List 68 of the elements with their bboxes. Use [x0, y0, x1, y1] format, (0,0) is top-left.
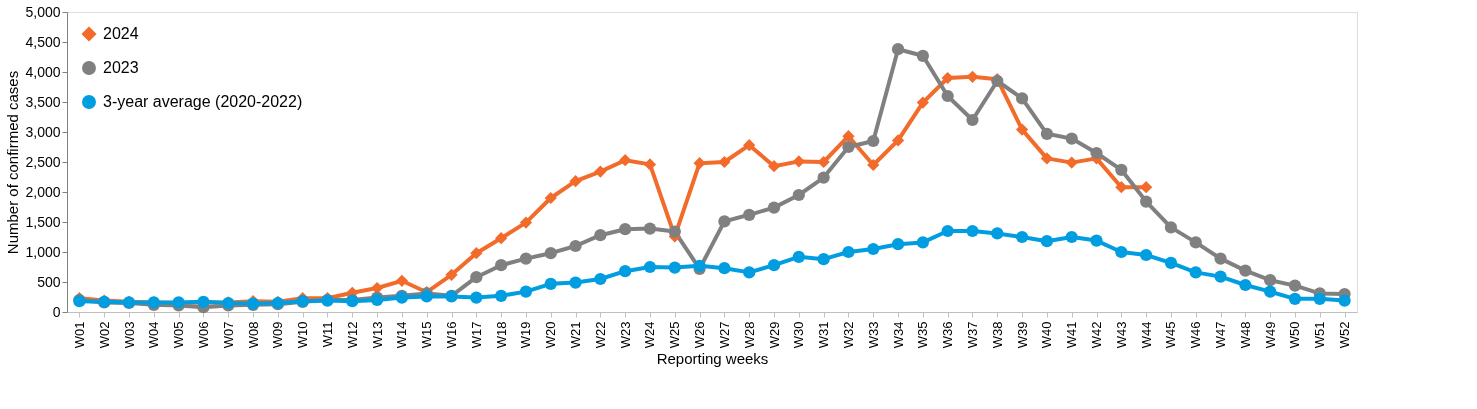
y-tick-label: 4,500 [25, 33, 61, 50]
x-tick-label: W12 [344, 321, 360, 349]
x-tick-label: W13 [369, 321, 385, 349]
legend-label: 3-year average (2020-2022) [103, 93, 303, 110]
x-tick-label: W18 [493, 321, 509, 349]
x-tick-label: W49 [1262, 321, 1278, 349]
y-tick-label: 1,000 [25, 243, 61, 260]
x-tick-label: W06 [195, 321, 211, 349]
x-tick-label: W01 [71, 321, 87, 349]
x-tick-label: W17 [468, 321, 484, 349]
x-tick-label: W22 [592, 321, 608, 349]
x-tick-label: W02 [96, 321, 112, 349]
x-tick-label: W43 [1113, 321, 1129, 349]
x-tick-label: W21 [568, 321, 584, 349]
x-tick-label: W23 [617, 321, 633, 349]
x-tick-label: W31 [816, 321, 832, 349]
y-tick-label: 500 [37, 273, 61, 290]
x-tick-label: W36 [940, 321, 956, 349]
y-tick-label: 2,500 [25, 153, 61, 170]
x-tick-label: W45 [1163, 321, 1179, 349]
x-tick-label: W40 [1039, 321, 1055, 349]
x-tick-label: W16 [444, 321, 460, 349]
y-tick-label: 3,000 [25, 123, 61, 140]
x-tick-label: W44 [1138, 321, 1154, 349]
x-tick-label: W42 [1089, 321, 1105, 349]
x-tick-label: W51 [1312, 321, 1328, 349]
x-axis-title: Reporting weeks [656, 350, 769, 368]
x-tick-label: W24 [642, 321, 658, 349]
x-tick-label: W20 [543, 321, 559, 349]
x-tick-label: W10 [295, 321, 311, 349]
x-tick-label: W14 [394, 321, 410, 349]
x-tick-label: W27 [716, 321, 732, 349]
x-tick-label: W05 [171, 321, 187, 349]
x-tick-label: W52 [1337, 321, 1353, 349]
x-tick-label: W35 [915, 321, 931, 349]
y-axis-title: Number of confirmed cases [4, 70, 22, 255]
x-tick-label: W30 [791, 321, 807, 349]
x-tick-label: W28 [741, 321, 757, 349]
x-tick-label: W08 [245, 321, 261, 349]
y-tick-label: 5,000 [25, 3, 61, 20]
x-tick-label: W47 [1213, 321, 1229, 349]
x-tick-label: W11 [319, 321, 335, 348]
x-tick-label: W33 [865, 321, 881, 349]
x-tick-label: W03 [121, 321, 137, 349]
x-tick-label: W46 [1188, 321, 1204, 349]
x-tick-label: W07 [220, 321, 236, 349]
x-tick-label: W48 [1237, 321, 1253, 349]
legend-label: 2024 [103, 25, 139, 42]
y-tick-label: 4,000 [25, 63, 61, 80]
y-tick-label: 1,500 [25, 213, 61, 230]
x-tick-label: W34 [890, 321, 906, 349]
x-tick-label: W19 [518, 321, 534, 349]
x-tick-label: W38 [989, 321, 1005, 349]
x-tick-label: W04 [146, 321, 162, 349]
x-tick-label: W50 [1287, 321, 1303, 349]
x-tick-label: W37 [964, 321, 980, 349]
legend-label: 2023 [103, 59, 139, 76]
y-tick-label: 3,500 [25, 93, 61, 110]
x-tick-label: W39 [1014, 321, 1030, 349]
x-tick-label: W29 [766, 321, 782, 349]
y-tick-label: 0 [52, 303, 61, 320]
x-tick-label: W15 [419, 321, 435, 349]
x-tick-label: W32 [840, 321, 856, 349]
x-tick-label: W41 [1064, 321, 1080, 349]
x-tick-label: W09 [270, 321, 286, 349]
x-tick-label: W26 [692, 321, 708, 349]
x-tick-label: W25 [667, 321, 683, 349]
y-tick-label: 2,000 [25, 183, 61, 200]
